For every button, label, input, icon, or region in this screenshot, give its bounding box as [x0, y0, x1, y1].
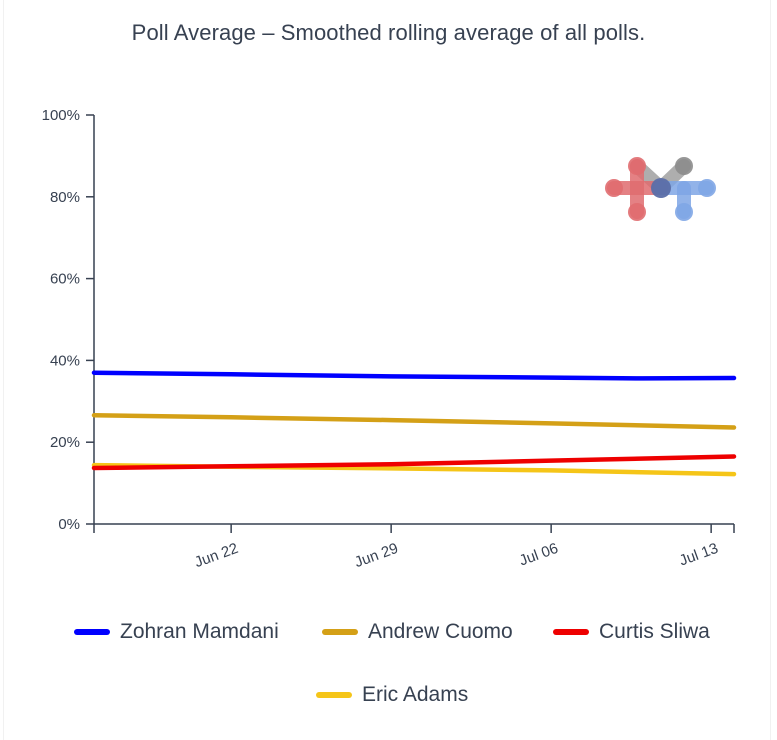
- x-tick-label: Jun 29: [352, 540, 400, 571]
- y-tick-label: 60%: [50, 271, 80, 288]
- y-tick-label: 80%: [50, 189, 80, 206]
- chart-title: Poll Average – Smoothed rolling average …: [131, 20, 646, 45]
- legend-swatch: [74, 629, 110, 635]
- plot-area: 0% 20% 40% 60% 80% 100% Jun 22 Jun 29 Jul 06 Jul …: [42, 107, 737, 571]
- series-line-zohran-mamdani: [91, 370, 737, 381]
- x-tick-label: Jul 13: [677, 540, 720, 570]
- y-tick-label: 0%: [58, 516, 80, 533]
- legend-item[interactable]: Eric Adams: [316, 680, 468, 710]
- legend-label: Eric Adams: [362, 683, 469, 706]
- network-nodes-logo-icon: [605, 157, 716, 221]
- series-line-curtis-sliwa: [91, 454, 737, 471]
- y-tick-label: 40%: [50, 352, 80, 369]
- series-line-andrew-cuomo: [91, 412, 737, 430]
- legend-label: Curtis Sliwa: [599, 620, 710, 643]
- y-tick-label: 100%: [42, 107, 80, 124]
- y-tick-label: 20%: [50, 434, 80, 451]
- legend-label: Andrew Cuomo: [368, 620, 513, 643]
- legend-swatch: [322, 629, 358, 635]
- x-tick-label: Jul 06: [517, 540, 560, 570]
- legend-swatch: [316, 692, 352, 698]
- series-layer: [91, 370, 737, 477]
- legend-item[interactable]: Andrew Cuomo: [322, 617, 513, 647]
- x-tick-label: Jun 22: [192, 540, 240, 571]
- chart-frame: [3, 0, 771, 740]
- legend-item[interactable]: Zohran Mamdani: [74, 617, 279, 647]
- legend-item[interactable]: Curtis Sliwa: [553, 617, 710, 647]
- legend-label: Zohran Mamdani: [120, 620, 279, 643]
- legend-swatch: [553, 629, 589, 635]
